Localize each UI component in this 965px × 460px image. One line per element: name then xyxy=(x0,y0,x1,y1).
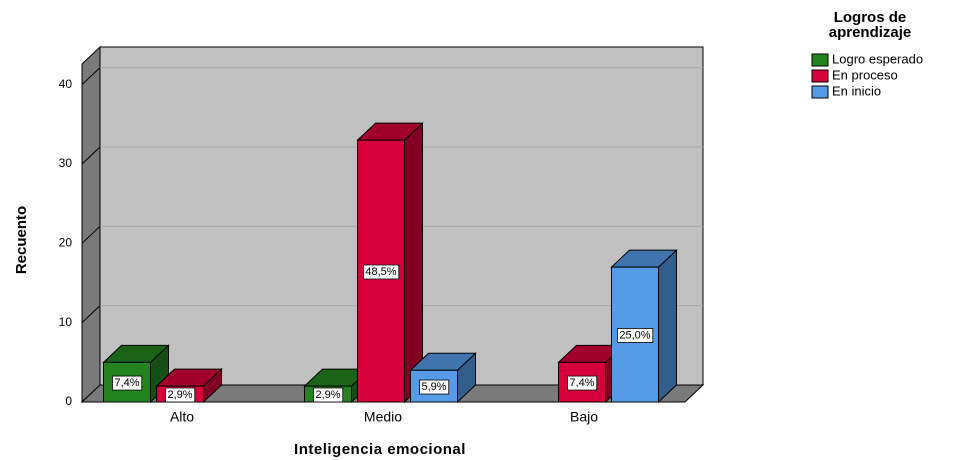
legend-title: Logros de aprendizaje xyxy=(828,9,912,41)
side-grid-line xyxy=(81,225,101,244)
value-label-box xyxy=(419,379,450,395)
value-label: 2,9% xyxy=(165,387,196,403)
value-label: 25,0% xyxy=(616,328,654,343)
bar-side xyxy=(404,122,423,404)
bar-side xyxy=(658,248,677,404)
legend-label: En inicio xyxy=(832,83,881,98)
value-label-box xyxy=(112,375,143,391)
x-axis-label: Inteligencia emocional xyxy=(294,441,466,458)
y-axis-label: Recuento xyxy=(13,206,30,274)
value-label-text: 2,9% xyxy=(315,389,340,401)
y-tick-label: 30 xyxy=(59,156,73,170)
y-tick-label: 0 xyxy=(65,394,72,408)
value-label-box xyxy=(567,375,598,391)
side-wall xyxy=(81,45,101,404)
value-label: 7,4% xyxy=(112,375,143,391)
value-label-text: 7,4% xyxy=(569,377,594,389)
legend-swatch xyxy=(811,53,829,67)
legend-swatch xyxy=(811,69,829,83)
value-label-box xyxy=(616,328,654,343)
x-tick-label: Alto xyxy=(170,409,194,425)
value-label: 2,9% xyxy=(313,387,344,403)
value-label: 5,9% xyxy=(419,379,450,395)
legend-label: Logro esperado xyxy=(832,51,923,66)
legend-label: En proceso xyxy=(832,67,898,82)
y-tick-label: 10 xyxy=(59,315,73,329)
value-label-box xyxy=(165,387,196,403)
value-label-text: 48,5% xyxy=(365,266,396,278)
value-label-text: 5,9% xyxy=(421,381,446,393)
side-grid-line xyxy=(81,67,101,85)
value-label-text: 25,0% xyxy=(619,329,650,341)
y-tick-label: 20 xyxy=(59,235,73,249)
value-label-box xyxy=(313,387,344,403)
value-label: 48,5% xyxy=(362,264,400,280)
side-grid-line xyxy=(81,305,101,324)
value-label-text: 2,9% xyxy=(167,389,192,401)
y-tick-label: 40 xyxy=(59,77,73,91)
x-tick-label: Bajo xyxy=(570,409,598,425)
value-label: 7,4% xyxy=(567,375,598,391)
value-label-text: 7,4% xyxy=(114,377,139,389)
legend-swatch xyxy=(811,85,829,99)
side-grid-line xyxy=(81,146,101,165)
x-tick-label: Medio xyxy=(364,409,402,425)
value-label-box xyxy=(362,264,400,280)
